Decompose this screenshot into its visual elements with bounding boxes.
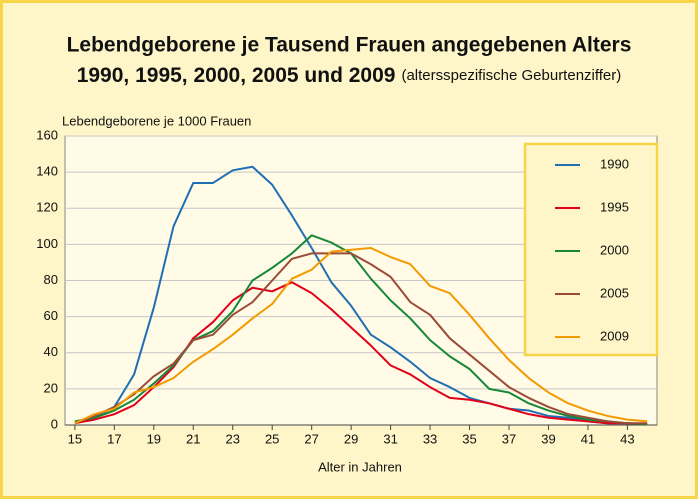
- x-tick-label: 23: [225, 431, 239, 446]
- legend-label: 1995: [600, 199, 629, 214]
- x-tick-label: 33: [423, 431, 437, 446]
- chart-title: Lebendgeborene je Tausend Frauen angegeb…: [67, 34, 632, 57]
- y-tick-label: 40: [44, 344, 58, 359]
- x-tick-label: 35: [462, 431, 476, 446]
- y-tick-label: 160: [36, 127, 58, 142]
- data-line: [74, 246, 648, 425]
- x-tick-label: 29: [344, 431, 358, 446]
- x-tick-label: 39: [541, 431, 555, 446]
- legend-label: 2009: [600, 328, 629, 343]
- data-line: [74, 234, 648, 426]
- y-tick-label: 100: [36, 236, 58, 251]
- x-tick-label: 21: [186, 431, 200, 446]
- y-tick-label: 120: [36, 200, 58, 215]
- subtitle: 1990, 1995, 2000, 2005 und 2009 (alterssp…: [77, 64, 622, 87]
- x-tick-label: 41: [581, 431, 595, 446]
- x-tick-label: 19: [147, 431, 161, 446]
- y-tick-label: 80: [44, 272, 58, 287]
- y-tick-label: 20: [44, 380, 58, 395]
- legend-label: 2005: [600, 285, 629, 300]
- subtitle-main: 1990, 1995, 2000, 2005 und 2009: [77, 64, 396, 87]
- x-axis-label: Alter in Jahren: [318, 459, 402, 474]
- subtitle-note: (altersspezifische Geburtenziffer): [401, 67, 621, 84]
- legend: [523, 142, 659, 357]
- data-line: [74, 252, 648, 425]
- x-tick-label: 31: [383, 431, 397, 446]
- y-tick-label: 140: [36, 164, 58, 179]
- y-tick-label: 0: [51, 416, 58, 431]
- x-tick-label: 25: [265, 431, 279, 446]
- data-line: [74, 281, 648, 426]
- x-tick-label: 15: [68, 431, 82, 446]
- x-tick-label: 37: [502, 431, 516, 446]
- legend-label: 2000: [600, 242, 629, 257]
- data-line: [74, 165, 648, 426]
- x-tick-label: 17: [107, 431, 121, 446]
- y-tick-label: 60: [44, 308, 58, 323]
- y-axis-label: Lebendgeborene je 1000 Frauen: [62, 113, 251, 128]
- x-tick-label: 43: [620, 431, 634, 446]
- legend-label: 1990: [600, 156, 629, 171]
- x-tick-label: 27: [304, 431, 318, 446]
